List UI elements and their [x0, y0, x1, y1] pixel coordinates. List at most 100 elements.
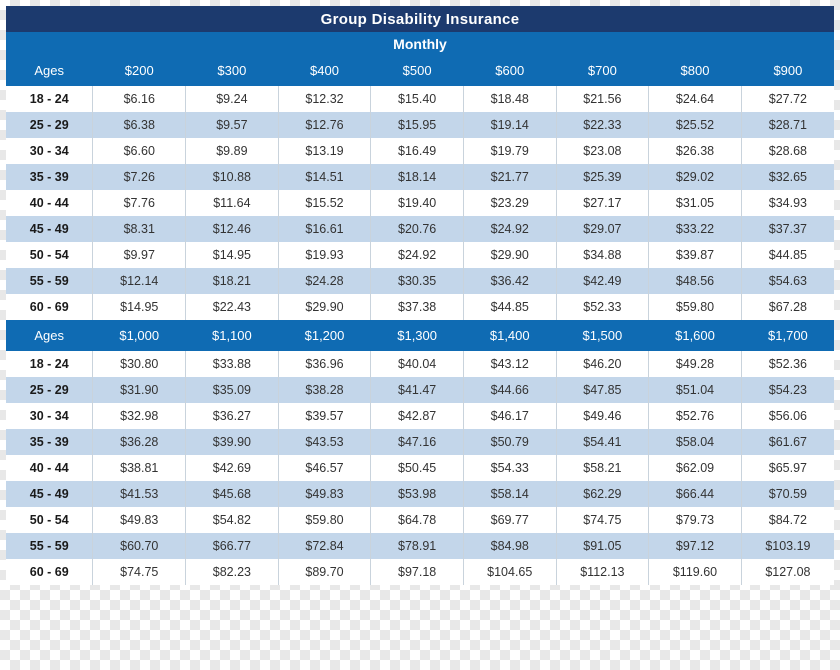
rate-cell: $49.83 — [278, 481, 371, 507]
header-amount: $1,000 — [93, 320, 186, 351]
rate-cell: $21.77 — [463, 164, 556, 190]
rate-cell: $127.08 — [741, 559, 834, 585]
header-amount: $1,300 — [371, 320, 464, 351]
rate-cell: $7.26 — [93, 164, 186, 190]
rate-cell: $52.76 — [649, 403, 742, 429]
age-cell: 35 - 39 — [6, 164, 93, 190]
rate-cell: $6.38 — [93, 112, 186, 138]
age-cell: 60 - 69 — [6, 559, 93, 585]
rate-cell: $66.44 — [649, 481, 742, 507]
table-row: 55 - 59$12.14$18.21$24.28$30.35$36.42$42… — [6, 268, 834, 294]
rate-cell: $54.33 — [463, 455, 556, 481]
rate-cell: $15.40 — [371, 86, 464, 112]
rate-cell: $14.95 — [93, 294, 186, 320]
header-amount: $200 — [93, 55, 186, 86]
rate-cell: $12.14 — [93, 268, 186, 294]
rate-cell: $39.90 — [186, 429, 279, 455]
header-amount: $400 — [278, 55, 371, 86]
rate-cell: $49.46 — [556, 403, 649, 429]
rate-cell: $58.04 — [649, 429, 742, 455]
rate-cell: $31.90 — [93, 377, 186, 403]
age-cell: 18 - 24 — [6, 86, 93, 112]
rate-cell: $36.42 — [463, 268, 556, 294]
age-cell: 25 - 29 — [6, 112, 93, 138]
age-cell: 40 - 44 — [6, 455, 93, 481]
rate-cell: $7.76 — [93, 190, 186, 216]
header-amount: $1,500 — [556, 320, 649, 351]
rate-cell: $97.18 — [371, 559, 464, 585]
rate-cell: $56.06 — [741, 403, 834, 429]
rate-cell: $42.87 — [371, 403, 464, 429]
header-amount: $500 — [371, 55, 464, 86]
rate-cell: $74.75 — [556, 507, 649, 533]
rate-cell: $49.83 — [93, 507, 186, 533]
rate-cell: $44.66 — [463, 377, 556, 403]
header-amount: $1,200 — [278, 320, 371, 351]
rate-cell: $18.48 — [463, 86, 556, 112]
rate-cell: $97.12 — [649, 533, 742, 559]
rate-cell: $74.75 — [93, 559, 186, 585]
rate-cell: $104.65 — [463, 559, 556, 585]
table-row: 45 - 49$41.53$45.68$49.83$53.98$58.14$62… — [6, 481, 834, 507]
rate-cell: $59.80 — [649, 294, 742, 320]
table-row: 60 - 69$74.75$82.23$89.70$97.18$104.65$1… — [6, 559, 834, 585]
rate-cell: $50.45 — [371, 455, 464, 481]
rate-cell: $12.46 — [186, 216, 279, 242]
rate-cell: $82.23 — [186, 559, 279, 585]
age-cell: 55 - 59 — [6, 268, 93, 294]
rate-cell: $27.72 — [741, 86, 834, 112]
rate-cell: $47.85 — [556, 377, 649, 403]
rate-cell: $46.17 — [463, 403, 556, 429]
rate-cell: $24.92 — [463, 216, 556, 242]
rate-cell: $13.19 — [278, 138, 371, 164]
rate-cell: $19.93 — [278, 242, 371, 268]
header-row: Ages$200$300$400$500$600$700$800$900 — [6, 55, 834, 86]
age-cell: 50 - 54 — [6, 242, 93, 268]
rate-cell: $9.57 — [186, 112, 279, 138]
rate-cell: $34.93 — [741, 190, 834, 216]
rate-cell: $34.88 — [556, 242, 649, 268]
rate-cell: $50.79 — [463, 429, 556, 455]
rate-cell: $72.84 — [278, 533, 371, 559]
rate-cell: $59.80 — [278, 507, 371, 533]
rate-cell: $41.47 — [371, 377, 464, 403]
rate-cell: $42.69 — [186, 455, 279, 481]
rate-cell: $15.52 — [278, 190, 371, 216]
rate-cell: $21.56 — [556, 86, 649, 112]
rate-cell: $112.13 — [556, 559, 649, 585]
rate-cell: $9.89 — [186, 138, 279, 164]
rate-cell: $38.81 — [93, 455, 186, 481]
rate-cell: $42.49 — [556, 268, 649, 294]
age-cell: 25 - 29 — [6, 377, 93, 403]
rate-cell: $48.56 — [649, 268, 742, 294]
age-cell: 18 - 24 — [6, 351, 93, 377]
rate-cell: $18.14 — [371, 164, 464, 190]
rate-cell: $49.28 — [649, 351, 742, 377]
rate-cell: $60.70 — [93, 533, 186, 559]
rate-cell: $30.35 — [371, 268, 464, 294]
rate-cell: $10.88 — [186, 164, 279, 190]
rate-cell: $26.38 — [649, 138, 742, 164]
table-row: 60 - 69$14.95$22.43$29.90$37.38$44.85$52… — [6, 294, 834, 320]
rate-cell: $62.29 — [556, 481, 649, 507]
rate-cell: $27.17 — [556, 190, 649, 216]
rate-cell: $32.98 — [93, 403, 186, 429]
rate-cell: $45.68 — [186, 481, 279, 507]
rate-cell: $54.82 — [186, 507, 279, 533]
rate-cell: $46.20 — [556, 351, 649, 377]
age-cell: 50 - 54 — [6, 507, 93, 533]
rate-cell: $23.08 — [556, 138, 649, 164]
rate-cell: $33.22 — [649, 216, 742, 242]
rate-cell: $37.37 — [741, 216, 834, 242]
subtitle-bar: Monthly — [6, 32, 834, 55]
age-cell: 55 - 59 — [6, 533, 93, 559]
rate-cell: $29.02 — [649, 164, 742, 190]
rate-cell: $66.77 — [186, 533, 279, 559]
table-row: 40 - 44$7.76$11.64$15.52$19.40$23.29$27.… — [6, 190, 834, 216]
age-cell: 40 - 44 — [6, 190, 93, 216]
rate-cell: $91.05 — [556, 533, 649, 559]
rate-cell: $18.21 — [186, 268, 279, 294]
rate-cell: $119.60 — [649, 559, 742, 585]
rate-cell: $89.70 — [278, 559, 371, 585]
rate-cell: $6.60 — [93, 138, 186, 164]
